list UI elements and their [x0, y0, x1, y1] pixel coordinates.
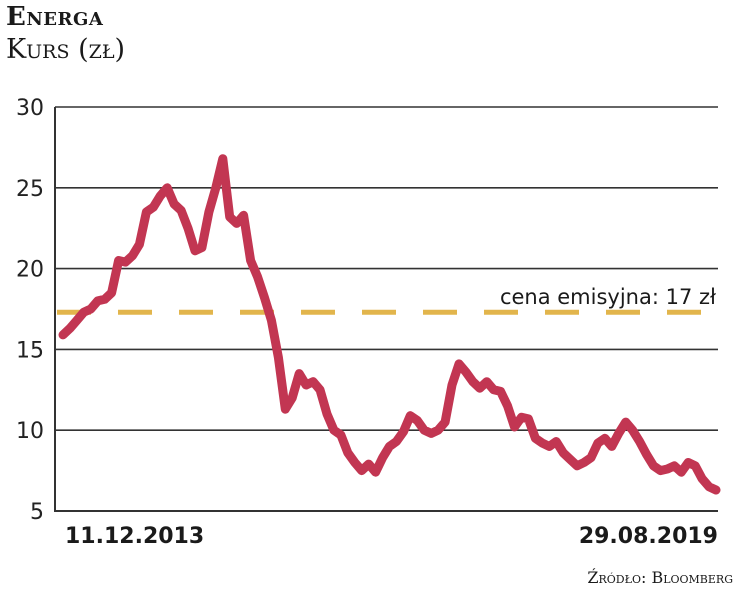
y-tick-label: 30 [16, 96, 44, 121]
chart-title: Energa [6, 2, 104, 32]
y-tick-label: 25 [16, 177, 44, 202]
y-tick-label: 10 [16, 419, 44, 444]
y-tick-label: 20 [16, 258, 44, 283]
price-line [58, 154, 721, 495]
x-tick-start: 11.12.2013 [65, 524, 204, 549]
source-label: Źródło: Bloomberg [587, 568, 733, 587]
y-tick-label: 5 [30, 500, 44, 525]
y-axis-ticks: 5 10 15 20 25 30 [16, 96, 44, 525]
chart-subtitle: Kurs (zł) [6, 34, 126, 65]
issue-price-label: cena emisyjna: 17 zł [500, 285, 716, 309]
y-tick-label: 15 [16, 338, 44, 363]
x-tick-end: 29.08.2019 [579, 524, 718, 549]
